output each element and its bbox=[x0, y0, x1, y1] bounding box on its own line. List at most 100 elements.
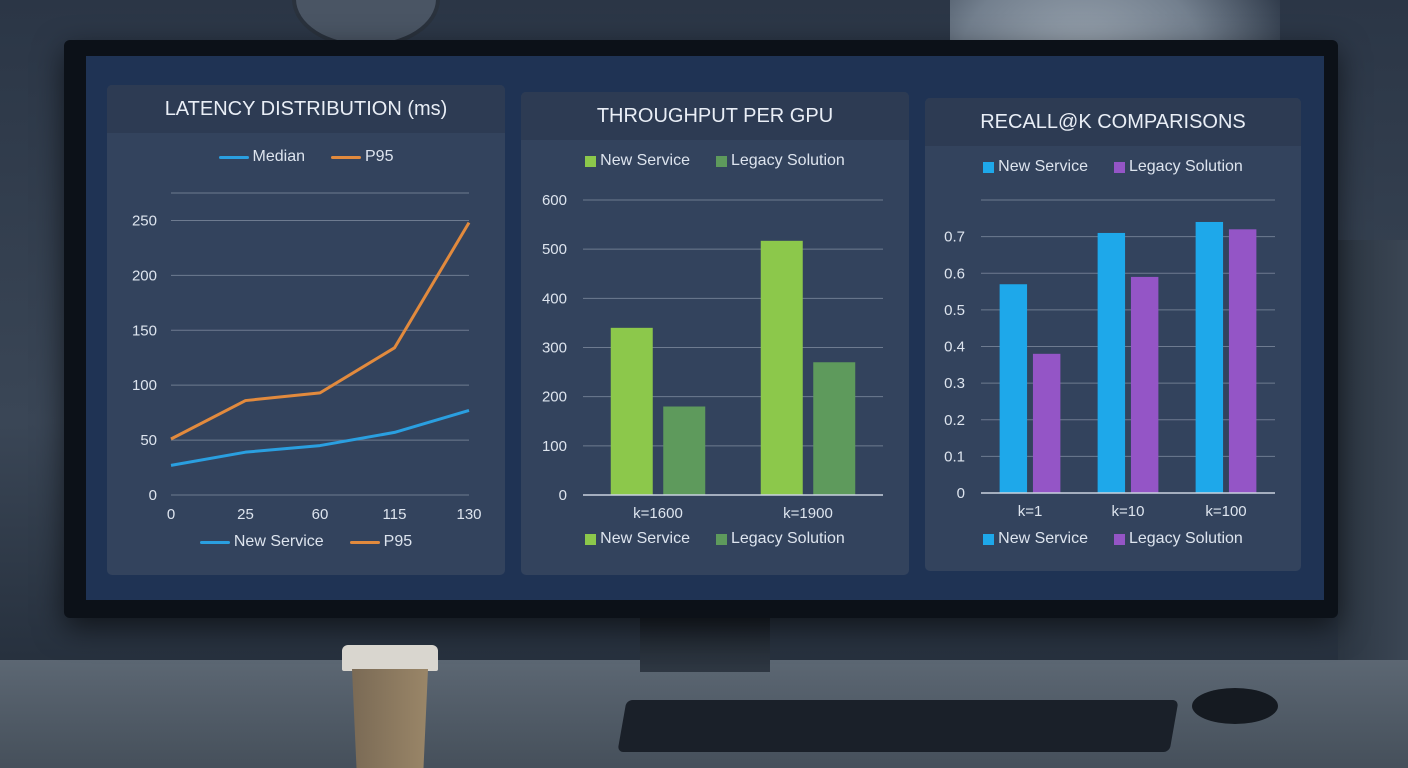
p95-swatch bbox=[331, 155, 361, 159]
keyboard bbox=[617, 700, 1179, 752]
legend-item-legacy-green: Legacy Solution bbox=[715, 152, 845, 170]
y-tick-label: 0 bbox=[559, 487, 567, 504]
latency-line-chart: 0 50 100 150 200 250 0 25 60 115 130 bbox=[132, 192, 482, 523]
legend-label-legacy-green: Legacy Solution bbox=[730, 152, 845, 169]
latency-panel: LATENCY DISTRIBUTION (ms) Median P95 0 50… bbox=[107, 85, 505, 575]
x-tick-label: 115 bbox=[383, 506, 407, 523]
bar-legacy-solution bbox=[1032, 353, 1061, 493]
y-tick-label: 100 bbox=[132, 377, 157, 394]
y-tick-label: 100 bbox=[542, 438, 567, 455]
y-tick-label: 300 bbox=[542, 340, 567, 357]
median-swatch bbox=[218, 155, 249, 159]
x-tick-label: k=1600 bbox=[633, 505, 683, 522]
y-tick-label: 600 bbox=[542, 192, 567, 209]
latency-title: LATENCY DISTRIBUTION (ms) bbox=[107, 85, 505, 133]
legend-label-new-service-green: New Service bbox=[600, 152, 690, 169]
legend-item-p95-bottom: P95 bbox=[349, 533, 413, 551]
latency-legend-top: Median P95 bbox=[107, 148, 505, 166]
y-tick-label: 0 bbox=[957, 485, 965, 502]
y-tick-label: 0.4 bbox=[944, 339, 965, 356]
coffee-cup bbox=[342, 645, 438, 768]
latency-legend-bottom: New Service P95 bbox=[107, 533, 505, 551]
throughput-legend-bottom: New Service Legacy Solution bbox=[521, 530, 909, 548]
y-tick-label: 500 bbox=[542, 241, 567, 258]
bar-legacy-solution bbox=[663, 406, 706, 495]
legend-item-median: Median bbox=[218, 148, 305, 166]
p95-swatch-bottom bbox=[349, 540, 380, 544]
series-line-median bbox=[170, 409, 470, 467]
recall-legend-bottom: New Service Legacy Solution bbox=[925, 530, 1301, 548]
legacy-purple-swatch-bottom bbox=[1113, 533, 1125, 545]
bar-legacy-solution bbox=[813, 362, 856, 495]
x-tick-label: k=10 bbox=[1112, 503, 1145, 520]
legend-item-legacy-purple-bottom: Legacy Solution bbox=[1113, 530, 1243, 548]
recall-legend-top: New Service Legacy Solution bbox=[925, 158, 1301, 176]
throughput-legend-top: New Service Legacy Solution bbox=[521, 152, 909, 170]
legend-label-legacy-green-bottom: Legacy Solution bbox=[730, 530, 845, 547]
legend-label-median: Median bbox=[252, 148, 305, 165]
dashboard-screen: LATENCY DISTRIBUTION (ms) Median P95 0 50… bbox=[86, 56, 1324, 600]
bar-legacy-solution bbox=[1130, 276, 1159, 493]
x-tick-label: 0 bbox=[167, 506, 175, 523]
legend-label-legacy-purple-bottom: Legacy Solution bbox=[1128, 530, 1243, 547]
y-tick-label: 200 bbox=[542, 389, 567, 406]
y-tick-label: 0.6 bbox=[944, 265, 965, 282]
x-tick-label: 25 bbox=[237, 506, 254, 523]
mouse bbox=[1192, 688, 1278, 724]
legend-item-new-service-green-bottom: New Service bbox=[585, 530, 690, 548]
y-tick-label: 0.5 bbox=[944, 302, 965, 319]
legacy-purple-swatch bbox=[1113, 161, 1125, 173]
legend-label-new-service-blue: New Service bbox=[998, 158, 1088, 175]
series-line-p95 bbox=[170, 221, 471, 441]
bar-new-service bbox=[1195, 221, 1224, 493]
legacy-green-swatch bbox=[715, 155, 727, 167]
monitor-stand bbox=[640, 612, 770, 672]
new-service-swatch bbox=[199, 540, 230, 544]
y-tick-label: 400 bbox=[542, 290, 567, 307]
bar-legacy-solution bbox=[1228, 229, 1257, 494]
legend-label-legacy-purple: Legacy Solution bbox=[1128, 158, 1243, 175]
legend-item-legacy-purple: Legacy Solution bbox=[1113, 158, 1243, 176]
throughput-panel: THROUGHPUT PER GPU New Service Legacy So… bbox=[521, 92, 909, 575]
x-tick-label: k=1 bbox=[1018, 503, 1043, 520]
bar-new-service bbox=[610, 327, 653, 495]
legend-item-new-service: New Service bbox=[199, 533, 324, 551]
y-tick-label: 0.1 bbox=[944, 448, 965, 465]
x-tick-label: 130 bbox=[456, 506, 481, 523]
legend-label-new-service-blue-bottom: New Service bbox=[998, 530, 1088, 547]
y-tick-label: 250 bbox=[132, 212, 157, 229]
cup-body bbox=[352, 669, 428, 768]
bar-new-service bbox=[1097, 232, 1126, 493]
y-tick-label: 0 bbox=[149, 487, 157, 504]
bar-new-service bbox=[760, 240, 803, 495]
y-tick-label: 150 bbox=[132, 322, 157, 339]
bar-new-service bbox=[999, 284, 1028, 493]
cup-lid bbox=[342, 645, 438, 671]
x-tick-label: k=100 bbox=[1205, 503, 1246, 520]
legend-item-new-service-blue: New Service bbox=[983, 158, 1088, 176]
legend-item-new-service-green: New Service bbox=[585, 152, 690, 170]
legend-label-p95-bottom: P95 bbox=[383, 533, 413, 550]
recall-title: RECALL@K COMPARISONS bbox=[925, 98, 1301, 146]
recall-bar-chart: 0 0.1 0.2 0.3 0.4 0.5 0.6 0.7 k=1 k=10 k=100 bbox=[944, 199, 1275, 520]
throughput-bar-chart: 0 100 200 300 400 500 600 k=1600 k=1900 bbox=[542, 192, 883, 522]
y-tick-label: 0.7 bbox=[944, 229, 965, 246]
y-tick-label: 200 bbox=[132, 267, 157, 284]
legend-label-new-service-green-bottom: New Service bbox=[600, 530, 690, 547]
new-service-blue-swatch bbox=[983, 161, 995, 173]
legacy-green-swatch-bottom bbox=[715, 533, 727, 545]
legend-item-new-service-blue-bottom: New Service bbox=[983, 530, 1088, 548]
background-shelf bbox=[1338, 240, 1408, 660]
new-service-green-swatch-bottom bbox=[585, 533, 597, 545]
throughput-title: THROUGHPUT PER GPU bbox=[521, 92, 909, 140]
x-tick-label: k=1900 bbox=[783, 505, 833, 522]
recall-panel: RECALL@K COMPARISONS New Service Legacy … bbox=[925, 98, 1301, 571]
new-service-green-swatch bbox=[585, 155, 597, 167]
y-tick-label: 0.3 bbox=[944, 375, 965, 392]
y-tick-label: 0.2 bbox=[944, 412, 965, 429]
legend-label-new-service: New Service bbox=[233, 533, 324, 550]
new-service-blue-swatch-bottom bbox=[983, 533, 995, 545]
legend-label-p95: P95 bbox=[365, 148, 394, 165]
legend-item-p95: P95 bbox=[331, 148, 393, 166]
x-tick-label: 60 bbox=[312, 506, 329, 523]
